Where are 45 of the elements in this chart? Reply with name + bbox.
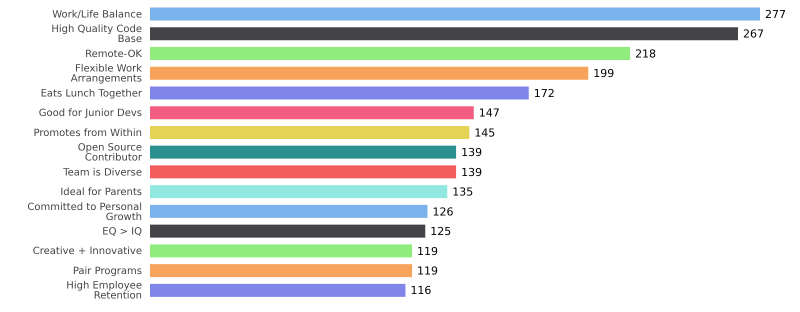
data-label: 218 [635,47,656,60]
bar [150,66,588,80]
bar [150,86,529,100]
data-label: 119 [417,264,438,278]
bar [150,284,406,297]
y-tick-label: Flexible Work Arrangements [70,64,142,85]
data-label: 135 [452,186,474,199]
bar [150,27,738,40]
bar [150,264,412,278]
bar [150,146,456,159]
data-label: 116 [410,284,432,298]
data-label: 145 [474,126,496,140]
bar [150,185,448,198]
bar [150,106,474,120]
y-tick-label: High Employee Retention [66,280,142,302]
data-label: 139 [461,166,482,179]
y-tick-label: Open Source Contributor [78,142,143,164]
y-tick-label: Committed to Personal Growth [27,202,142,223]
bar [150,8,760,21]
data-label: 125 [430,225,452,238]
y-tick-label: High Quality Code Base [51,24,142,46]
y-tick-label: Pair Programs [72,266,142,277]
data-label: 147 [478,106,500,120]
bar [150,224,426,238]
y-tick-label: Team is Diverse [62,167,142,178]
y-tick-label: EQ > IQ [102,226,142,238]
y-tick-label: Remote-OK [85,48,142,60]
bar [150,204,428,218]
y-tick-label: Creative + Innovative [32,246,142,258]
y-tick-label: Ideal for Parents [60,187,142,198]
y-tick-label: Work/Life Balance [52,9,142,20]
data-label: 199 [593,67,614,80]
data-label: 267 [742,28,764,41]
data-label: 119 [417,244,438,258]
bar [150,165,456,178]
bar [150,244,412,258]
data-label: 126 [432,205,454,218]
bar [150,47,630,60]
bar [150,126,470,139]
data-label: 139 [461,146,482,160]
y-tick-label: Promotes from Within [34,128,142,139]
data-label: 277 [765,8,786,21]
y-tick-label: Eats Lunch Together [40,88,143,100]
data-label: 172 [534,86,555,100]
y-tick-label: Good for Junior Devs [38,108,142,120]
